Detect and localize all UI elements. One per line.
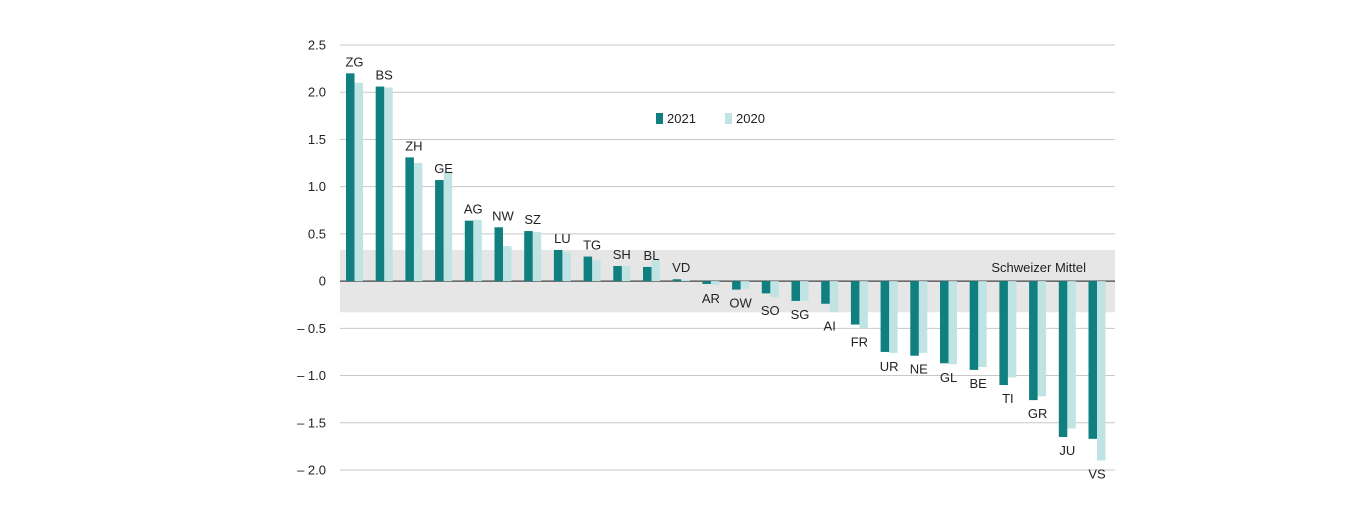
- bar-2020-ur: [889, 281, 898, 353]
- bar-2020-ar: [710, 281, 720, 285]
- bar-2021-ti: [999, 281, 1008, 385]
- y-tick-label: 1.5: [308, 132, 326, 147]
- y-tick-label: 2.5: [308, 38, 326, 53]
- category-labels: ZG BS ZH GE AG NW SZ LU TG SH BL VD AR OW SO SG AI FR UR NE…: [345, 54, 1106, 481]
- category-label-zh: ZH: [405, 138, 422, 153]
- bar-2021-ne: [910, 281, 919, 356]
- bar-2020-tg: [592, 260, 601, 282]
- bar-2021-bl: [643, 266, 652, 282]
- bar-2020-gr: [1037, 281, 1047, 397]
- bar-2020-bl: [651, 260, 660, 282]
- category-label-sg: SG: [791, 307, 810, 322]
- bar-2020-sz: [532, 232, 542, 282]
- legend-swatch-2020: [725, 113, 732, 124]
- category-label-ow: OW: [729, 296, 752, 311]
- category-label-ur: UR: [880, 359, 899, 374]
- y-tick-label: 0.5: [308, 226, 326, 241]
- bar-2020-ne: [918, 281, 928, 353]
- category-label-ne: NE: [910, 362, 928, 377]
- category-label-bl: BL: [644, 248, 660, 263]
- bar-2021-so: [761, 281, 771, 294]
- y-tick-label: – 1.5: [297, 415, 326, 430]
- category-label-sz: SZ: [524, 212, 541, 227]
- bar-2020-ti: [1007, 281, 1017, 378]
- bar-2020-ge: [443, 171, 453, 282]
- bar-2021-sh: [613, 266, 622, 282]
- bar-2020-be: [978, 281, 987, 368]
- bar-2021-ag: [464, 220, 474, 282]
- bar-2020-sg: [800, 281, 809, 301]
- bar-2020-lu: [562, 251, 571, 282]
- category-label-bs: BS: [376, 68, 394, 83]
- bar-2021-vs: [1088, 281, 1097, 439]
- bar-2020-zh: [413, 163, 423, 282]
- bar-2020-ow: [740, 281, 750, 289]
- category-label-lu: LU: [554, 231, 571, 246]
- bar-2021-vd: [672, 279, 682, 282]
- category-label-ti: TI: [1002, 391, 1014, 406]
- bar-2021-ow: [732, 281, 741, 290]
- y-tick-label: 0: [319, 274, 326, 289]
- category-label-gl: GL: [940, 370, 957, 385]
- bars: [346, 73, 1106, 461]
- y-tick-label: – 2.0: [297, 463, 326, 478]
- y-tick-label: – 1.0: [297, 368, 326, 383]
- bar-2021-lu: [553, 249, 563, 282]
- bar-2020-nw: [503, 246, 512, 282]
- bar-2020-vs: [1097, 281, 1106, 461]
- bar-2021-be: [969, 281, 979, 370]
- bar-2021-tg: [583, 256, 593, 282]
- bar-2021-zh: [405, 157, 414, 282]
- category-label-ag: AG: [464, 202, 483, 217]
- bar-2021-nw: [494, 227, 503, 282]
- y-tick-label: 1.0: [308, 179, 326, 194]
- category-label-sh: SH: [613, 247, 631, 262]
- bar-2021-gl: [940, 281, 949, 364]
- category-label-be: BE: [970, 376, 988, 391]
- category-label-so: SO: [761, 303, 780, 318]
- bar-2021-bs: [375, 86, 385, 282]
- bar-2020-vd: [681, 280, 690, 282]
- bar-2020-zg: [354, 82, 363, 282]
- category-label-fr: FR: [851, 334, 868, 349]
- bar-2020-ai: [829, 281, 839, 313]
- bar-2020-sh: [621, 266, 631, 282]
- category-label-gr: GR: [1028, 406, 1048, 421]
- category-label-vs: VS: [1088, 467, 1106, 482]
- bar-2020-ag: [473, 219, 482, 282]
- bar-2021-sz: [524, 231, 533, 282]
- bar-2021-ur: [880, 281, 890, 352]
- bar-2021-sg: [791, 281, 800, 301]
- category-label-ai: AI: [824, 318, 836, 333]
- category-label-tg: TG: [583, 238, 601, 253]
- y-axis-ticks: 2.5 2.0 1.5 1.0 0.5 0 – 0.5 – 1.0 – 1.5 – 2.0: [297, 38, 326, 478]
- bar-2020-bs: [384, 87, 393, 282]
- bar-2020-fr: [859, 281, 868, 329]
- category-label-ju: JU: [1059, 443, 1075, 458]
- category-label-ar: AR: [702, 291, 720, 306]
- bar-2020-ju: [1067, 281, 1076, 429]
- y-tick-label: – 0.5: [297, 321, 326, 336]
- category-label-nw: NW: [492, 208, 514, 223]
- category-label-ge: GE: [434, 161, 453, 176]
- legend-label-2020: 2020: [736, 111, 765, 126]
- y-tick-label: 2.0: [308, 85, 326, 100]
- bar-2021-ar: [702, 281, 711, 284]
- legend-label-2021: 2021: [667, 111, 696, 126]
- bar-2020-gl: [948, 281, 957, 365]
- legend-swatch-2021: [656, 113, 663, 124]
- band-label: Schweizer Mittel: [991, 260, 1086, 275]
- bar-2020-so: [770, 281, 779, 298]
- bar-2021-ju: [1058, 281, 1068, 437]
- bar-2021-ai: [821, 281, 830, 304]
- category-label-zg: ZG: [345, 54, 363, 69]
- bar-2021-gr: [1029, 281, 1038, 401]
- legend: 2021 2020: [656, 111, 765, 126]
- bar-2021-ge: [435, 180, 444, 282]
- category-label-vd: VD: [672, 260, 690, 275]
- bar-2021-zg: [346, 73, 355, 282]
- bar-2021-fr: [850, 281, 860, 325]
